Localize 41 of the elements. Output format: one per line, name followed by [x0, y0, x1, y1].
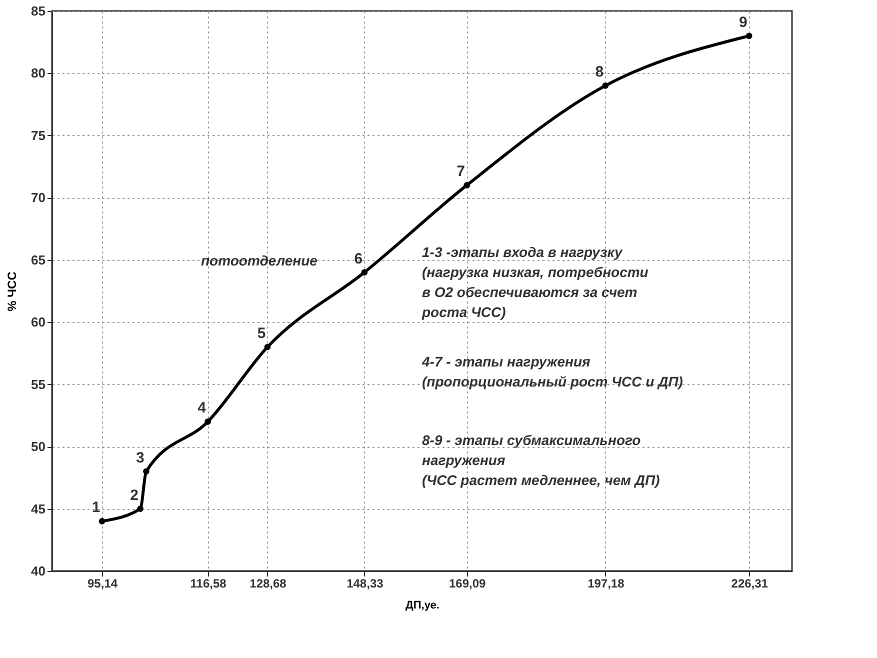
point — [204, 418, 211, 425]
x-tick-label: 148,33 — [346, 576, 384, 590]
annotation: 3 — [136, 449, 144, 466]
y-axis-title: % ЧСС — [5, 271, 20, 312]
point — [264, 344, 271, 350]
annotation: 8 — [595, 64, 604, 81]
point — [746, 32, 752, 40]
point — [137, 506, 144, 512]
annotation: потоотделение — [200, 252, 318, 269]
point — [143, 468, 150, 475]
y-tick-label: 50 — [31, 439, 46, 454]
point — [602, 82, 609, 89]
x-tick-label: 116,58 — [190, 576, 227, 590]
y-tick-label: 65 — [31, 252, 46, 268]
y-tick-label: 75 — [31, 128, 46, 143]
x-tick-label: 197,18 — [588, 576, 625, 590]
annotation: 9 — [738, 14, 748, 31]
x-tick-label: 169,09 — [448, 576, 486, 590]
y-tick-label: 85 — [31, 4, 46, 18]
y-tick-label: 70 — [31, 190, 46, 206]
annotation: 5 — [257, 325, 266, 342]
annotation: 4-7 - этапы нагружения (пропорциональный рост ЧСС и ДП) — [421, 353, 684, 390]
y-tick-label: 40 — [31, 564, 46, 578]
annotation: 2 — [130, 486, 138, 504]
x-tick-label: 128,68 — [250, 576, 287, 590]
annotation: 6 — [354, 250, 363, 268]
y-tick-label: 45 — [31, 501, 46, 516]
y-tick-label: 55 — [31, 376, 46, 392]
x-tick-label: 226,31 — [731, 576, 768, 590]
x-tick-label: 95,14 — [88, 576, 118, 590]
point — [361, 269, 368, 276]
annotation: 8-9 - этапы субмаксимального нагружения (ЧСС растет медленнее, чем ДП) — [422, 432, 660, 488]
point — [464, 182, 470, 188]
annotation: 1 — [92, 499, 100, 516]
y-tick-label: 80 — [31, 66, 46, 81]
annotation: 7 — [456, 163, 466, 180]
annotation: 1-3 -этапы входа в нагрузку (нагрузка низкая, потребности в О2 обеспечиваются за счет роста ЧСС) — [421, 244, 649, 320]
y-tick-label: 60 — [31, 314, 46, 330]
annotation: 4 — [198, 400, 207, 417]
x-axis-title: ДП,уе. — [406, 600, 440, 612]
point — [98, 518, 106, 524]
